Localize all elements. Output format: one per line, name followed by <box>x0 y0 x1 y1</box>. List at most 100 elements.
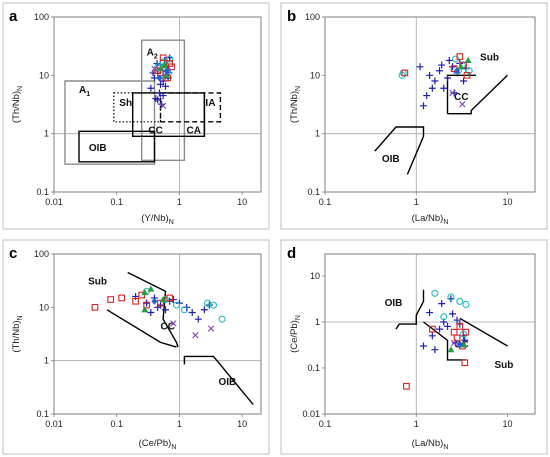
data-point-plus <box>147 84 155 92</box>
series-cross <box>170 320 215 339</box>
panel-b: b 0.1 1 10 0.1 1 10 100 (La/Nb)N (Th/Nb)N Sub CC OIB <box>280 2 548 230</box>
data-point-plus <box>200 306 208 314</box>
panel-a-border <box>2 2 270 230</box>
x-axis-label: (Ce/Pb)N <box>139 438 177 451</box>
data-point-plus <box>419 342 427 350</box>
data-point-square <box>463 71 471 79</box>
data-point-cross <box>159 102 167 110</box>
data-point-circle <box>166 55 174 63</box>
data-point-triangle <box>161 61 168 68</box>
panel-c: c0.01 0.1 1 100.1110100(Ce/Pb)N(Th/Nb)NSubC… <box>2 239 270 455</box>
field-oib-outline <box>183 355 254 406</box>
field-ca-label: CA <box>187 126 201 137</box>
y-tick-label: 10 <box>39 302 49 312</box>
y-tick-label: 100 <box>34 249 49 259</box>
field-ia-outline <box>159 92 222 123</box>
data-point-plus <box>450 89 458 97</box>
x-tick-label: 0.1 <box>319 197 332 207</box>
field-sub-outline <box>447 74 508 115</box>
data-point-plus <box>419 102 427 110</box>
data-point-cross <box>459 101 466 108</box>
data-point-plus <box>449 63 457 71</box>
data-point-square <box>118 294 126 302</box>
plot-area <box>53 16 262 193</box>
field-sub-outline <box>459 317 508 347</box>
series-diamond <box>456 341 463 349</box>
data-point-plus <box>426 309 434 317</box>
field-oib-label: OIB <box>218 377 236 388</box>
x-tick-label: 10 <box>237 197 247 207</box>
y-tick-label: 10 <box>310 70 320 80</box>
series-plus <box>416 56 470 110</box>
y-tick-label: 0.1 <box>36 187 49 197</box>
data-point-plus <box>436 325 444 333</box>
data-point-diamond <box>454 67 461 75</box>
panel-b-border <box>280 2 548 230</box>
data-point-plus <box>426 71 434 79</box>
data-point-square <box>143 301 150 309</box>
field-sub-label: Sub <box>480 52 499 63</box>
field-cc-outline <box>106 309 177 348</box>
y-tick-label: 1 <box>44 129 49 139</box>
field-oib-label: OIB <box>385 298 403 309</box>
series-plus <box>419 295 469 354</box>
y-tick-label: 0.1 <box>36 409 49 419</box>
x-tick-label: 0.1 <box>110 419 123 429</box>
data-point-cross <box>192 332 199 339</box>
field-cc-label: CC <box>148 126 162 137</box>
series-triangle <box>157 61 170 78</box>
data-point-circle <box>209 301 218 309</box>
data-point-square <box>401 69 409 77</box>
y-tick-label: 0.01 <box>302 409 320 419</box>
data-point-cross <box>170 320 177 327</box>
plot-area <box>324 16 536 193</box>
data-point-circle <box>465 67 473 75</box>
x-tick-label: 1 <box>414 419 419 429</box>
data-point-square <box>107 296 114 303</box>
data-point-plus <box>194 315 202 323</box>
data-point-cross <box>450 339 458 347</box>
data-point-triangle <box>447 346 455 353</box>
y-axis-label: (Th/Nb)N <box>11 86 24 123</box>
field-a1-outline <box>64 80 156 165</box>
data-point-plus <box>431 77 439 85</box>
data-point-triangle <box>141 306 149 313</box>
data-point-cross <box>151 65 158 72</box>
field-sub-label: Sub <box>495 360 514 371</box>
data-point-square <box>157 299 164 307</box>
y-tick-label: 1 <box>44 356 49 366</box>
y-tick-label: 100 <box>305 12 320 22</box>
x-tick-label: 10 <box>503 197 513 207</box>
data-point-circle <box>456 297 464 305</box>
x-axis-label: (La/Nb)N <box>412 213 449 226</box>
data-point-plus <box>460 77 468 85</box>
data-point-plus <box>428 332 436 340</box>
data-point-plus <box>162 82 170 90</box>
data-point-plus <box>444 74 452 82</box>
data-point-square <box>132 297 139 305</box>
data-point-plus <box>461 336 469 344</box>
data-point-circle <box>447 293 455 301</box>
series-triangle <box>141 285 167 313</box>
x-tick-label: 0.1 <box>110 197 123 207</box>
data-point-plus <box>147 309 155 317</box>
data-point-plus <box>440 84 448 92</box>
data-point-plus <box>423 92 431 100</box>
data-point-square <box>159 54 167 62</box>
series-cross <box>449 89 466 108</box>
series-diamond <box>156 67 171 82</box>
series-circle <box>431 289 470 338</box>
y-tick-label: 1 <box>315 317 320 327</box>
x-axis-label: (Y/Nb)N <box>141 213 174 226</box>
field-oib-outline <box>374 126 425 175</box>
x-tick-label: 0.1 <box>319 419 332 429</box>
x-tick-label: 0.01 <box>45 197 63 207</box>
data-point-plus <box>428 84 436 92</box>
data-point-circle <box>431 289 439 297</box>
data-point-plus <box>436 67 444 75</box>
data-point-circle <box>218 315 226 323</box>
data-point-circle <box>440 313 448 321</box>
series-square <box>403 323 470 390</box>
data-point-square <box>166 294 174 302</box>
